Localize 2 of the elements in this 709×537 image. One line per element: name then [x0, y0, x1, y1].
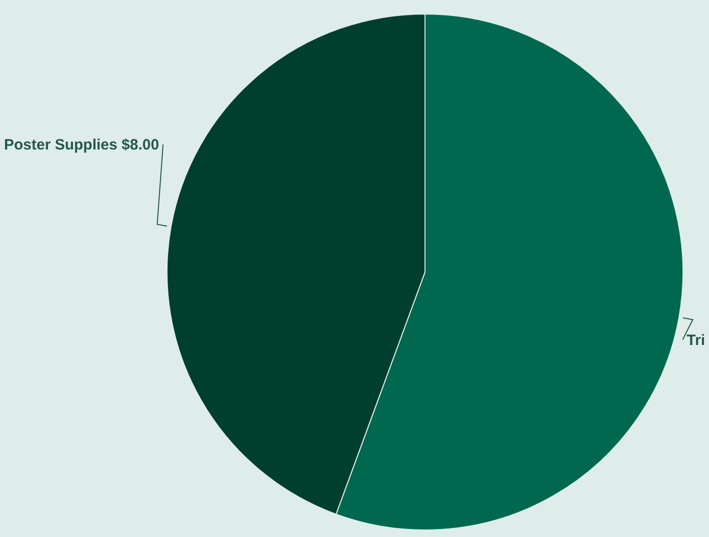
slice-label: Poster Supplies $8.00 [4, 136, 160, 154]
slice-label: Tri [686, 332, 705, 349]
